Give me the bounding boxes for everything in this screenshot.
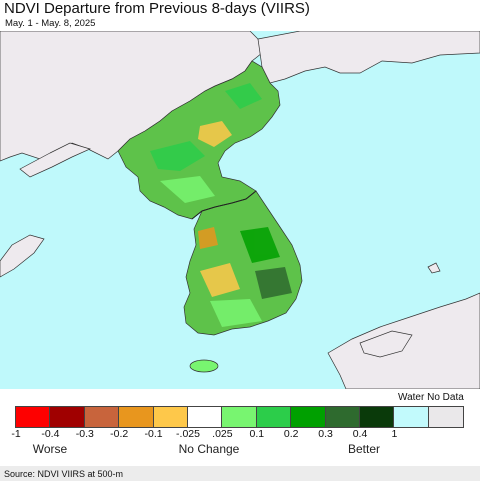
legend-swatch-6 xyxy=(222,407,257,427)
jeju-island xyxy=(189,359,219,373)
legend-category-worse: Worse xyxy=(32,442,68,456)
legend-tick-label: 0.2 xyxy=(283,428,299,440)
legend-swatch-4 xyxy=(153,407,188,427)
japan-island xyxy=(427,262,441,274)
legend-swatch-1 xyxy=(50,407,85,427)
map-area xyxy=(0,31,480,389)
legend-swatch-10 xyxy=(359,407,395,427)
ndvi-texture xyxy=(150,83,292,327)
footer-bar xyxy=(0,466,480,481)
dmz-border xyxy=(191,190,257,220)
legend-swatch-2 xyxy=(84,407,120,427)
legend-water-nodata-label: Water No Data xyxy=(398,392,464,403)
legend-category-better: Better xyxy=(347,442,381,456)
source-credit: Source: NDVI VIIRS at 500-m xyxy=(4,469,124,479)
russia-landmass xyxy=(257,31,480,84)
legend-tick-label: 1 xyxy=(391,428,398,440)
legend-tick-label: -0.3 xyxy=(75,428,94,440)
japan-kyushu xyxy=(359,330,413,358)
legend-swatch-12 xyxy=(428,407,464,427)
legend-tick-label: 0.1 xyxy=(249,428,265,440)
legend-tick-label: .025 xyxy=(212,428,233,440)
map-title: NDVI Departure from Previous 8-days (VII… xyxy=(4,0,310,17)
legend-swatch-8 xyxy=(291,407,326,427)
legend-tick-label: -0.2 xyxy=(110,428,129,440)
legend-tick-label: 0.3 xyxy=(318,428,333,440)
legend-swatch-9 xyxy=(325,407,360,427)
legend-swatch-11 xyxy=(394,407,429,427)
legend-swatch-7 xyxy=(256,407,292,427)
legend-water-label: Water xyxy=(398,392,425,403)
legend-tick-label: -1 xyxy=(11,428,21,440)
legend-nodata-label: No Data xyxy=(427,392,464,403)
legend-tick-label: 0.4 xyxy=(352,428,368,440)
liaodong-peninsula xyxy=(19,142,92,178)
shandong-peninsula xyxy=(0,234,45,278)
legend-swatch-5 xyxy=(187,407,223,427)
legend-swatch-0 xyxy=(16,407,51,427)
legend-category-no-change: No Change xyxy=(178,442,240,456)
legend-tick-label: -0.1 xyxy=(144,428,163,440)
legend-color-bar xyxy=(15,406,465,428)
legend-tick-label: -.025 xyxy=(176,428,200,440)
legend-swatch-3 xyxy=(119,407,154,427)
legend-tick-label: -0.4 xyxy=(41,428,60,440)
date-range: May. 1 - May. 8, 2025 xyxy=(5,18,96,29)
